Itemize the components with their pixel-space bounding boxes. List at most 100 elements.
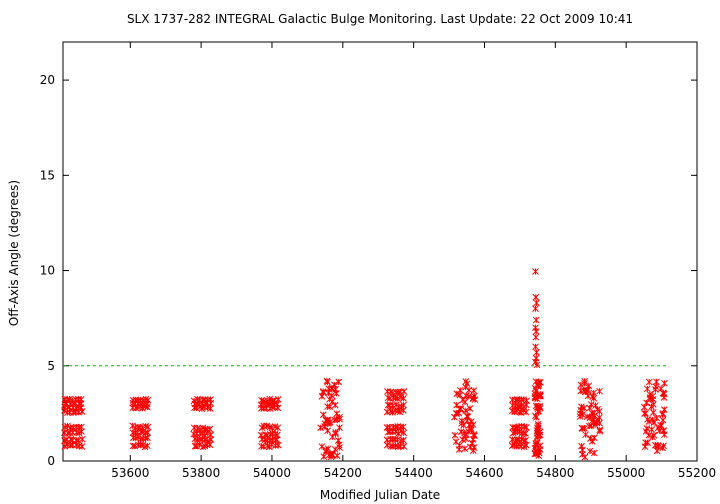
data-point: [400, 436, 407, 444]
data-point: [649, 401, 657, 408]
data-point: [400, 388, 408, 395]
data-point: [653, 447, 661, 455]
data-point: [645, 431, 653, 439]
data-point: [333, 390, 340, 397]
data-point: [586, 447, 594, 455]
data-point: [591, 421, 599, 429]
data-point: [595, 407, 603, 415]
data-point: [190, 397, 198, 405]
data-point: [595, 414, 603, 421]
data-point: [534, 403, 542, 411]
data-point: [400, 429, 408, 437]
data-point: [590, 449, 598, 457]
data-point: [576, 413, 584, 420]
data-point: [642, 439, 649, 447]
data-point: [578, 424, 586, 432]
data-point: [531, 390, 539, 398]
data-point: [336, 413, 343, 421]
x-tick-label: 55200: [678, 466, 716, 480]
data-point: [586, 422, 593, 430]
data-point: [533, 361, 541, 369]
data-point: [456, 405, 464, 413]
data-point: [651, 441, 659, 449]
data-point: [645, 418, 653, 425]
data-point: [590, 389, 598, 397]
data-point: [274, 431, 281, 439]
data-point: [462, 407, 470, 414]
data-point: [326, 419, 333, 427]
data-point: [394, 436, 401, 444]
data-point: [577, 381, 585, 389]
data-point: [659, 444, 666, 452]
data-point: [584, 386, 592, 394]
data-point: [581, 453, 589, 461]
data-point: [389, 409, 396, 416]
plot-frame: [62, 41, 698, 462]
data-point: [523, 397, 530, 405]
data-point: [470, 387, 478, 394]
y-tick-label: 5: [47, 359, 55, 373]
data-point: [645, 378, 653, 386]
data-point: [323, 377, 331, 385]
x-tick-label: 54800: [536, 466, 574, 480]
data-point: [660, 442, 667, 450]
data-point: [399, 423, 407, 431]
data-point: [78, 443, 86, 450]
data-point: [457, 405, 465, 413]
data-point: [78, 423, 85, 431]
data-point: [532, 305, 539, 312]
x-tick-label: 54400: [395, 466, 433, 480]
data-point: [583, 413, 591, 421]
data-point: [144, 423, 152, 431]
data-point: [324, 445, 332, 453]
data-point: [466, 405, 474, 412]
data-point: [383, 408, 391, 416]
data-point: [661, 431, 668, 439]
data-point: [333, 410, 341, 417]
data-point: [318, 392, 326, 400]
data-point: [657, 422, 665, 430]
data-point: [325, 385, 333, 393]
x-axis-label: Modified Julian Date: [320, 488, 440, 502]
data-point: [582, 431, 589, 439]
data-point: [320, 453, 328, 460]
data-point: [643, 385, 651, 393]
data-point: [640, 403, 648, 411]
data-point: [661, 379, 668, 387]
data-point: [266, 395, 274, 403]
data-point: [649, 409, 657, 416]
data-point: [532, 378, 540, 385]
y-tick-label: 0: [47, 454, 55, 468]
data-point: [654, 424, 662, 432]
data-point: [400, 401, 407, 409]
x-tick-label: 55000: [607, 466, 645, 480]
data-point: [400, 443, 408, 450]
data-point: [396, 408, 404, 416]
data-point: [455, 446, 463, 453]
data-point: [659, 410, 667, 417]
data-point: [465, 393, 473, 400]
data-point: [394, 395, 401, 402]
y-axis-label: Off-Axis Angle (degrees): [7, 180, 21, 326]
x-tick-label: 53800: [182, 466, 220, 480]
data-point: [328, 392, 336, 399]
data-point: [463, 412, 471, 420]
data-point: [457, 428, 465, 436]
data-point: [532, 414, 540, 421]
data-point: [69, 397, 76, 404]
data-point: [532, 343, 539, 351]
data-point: [532, 328, 540, 335]
x-tick-label: 54000: [253, 466, 291, 480]
data-point: [329, 451, 336, 459]
y-tick-label: 10: [40, 264, 55, 278]
data-point: [336, 424, 343, 431]
data-point: [319, 411, 327, 419]
data-point: [536, 446, 544, 453]
data-point: [596, 387, 603, 395]
data-point: [400, 395, 407, 402]
data-point: [532, 293, 540, 301]
data-point: [532, 268, 539, 275]
data-point: [579, 446, 586, 454]
data-point: [451, 431, 459, 439]
x-tick-label: 53600: [111, 466, 149, 480]
